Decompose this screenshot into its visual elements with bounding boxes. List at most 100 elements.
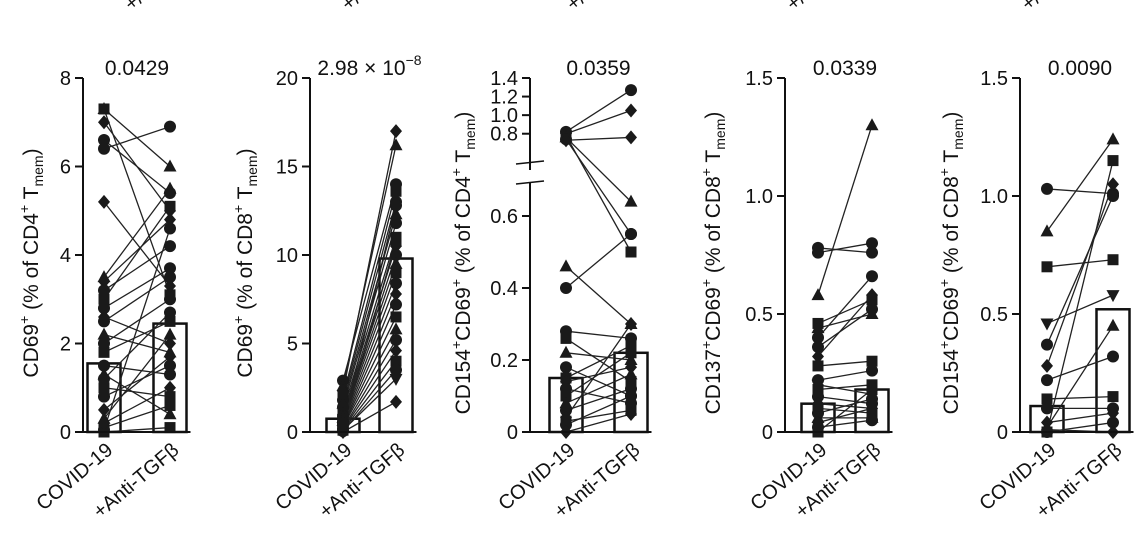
data-point-circle xyxy=(560,282,572,294)
data-point-circle xyxy=(866,237,878,250)
data-point-triangle-down xyxy=(1106,290,1120,303)
y-tick-label: 0 xyxy=(287,422,298,444)
data-point-circle xyxy=(390,199,402,212)
data-point-triangle xyxy=(624,367,638,380)
pair-line xyxy=(1046,355,1114,381)
y-tick-label: 1.0 xyxy=(745,186,773,208)
data-point-diamond xyxy=(164,336,176,351)
pair-line xyxy=(342,130,397,392)
data-point-diamond xyxy=(390,343,402,358)
pair-line xyxy=(342,401,397,433)
data-point-triangle xyxy=(559,396,573,409)
pair-line xyxy=(817,384,873,391)
y-tick-label: 0 xyxy=(507,422,518,444)
data-point-square xyxy=(390,267,402,279)
pair-line xyxy=(565,138,632,235)
y-tick-label: 10 xyxy=(276,245,298,267)
y-tick-label: 0 xyxy=(60,422,71,444)
data-point-circle xyxy=(164,262,176,275)
data-point-diamond xyxy=(164,349,176,364)
data-point-circle xyxy=(560,361,572,374)
data-point-circle xyxy=(390,249,402,261)
data-point-triangle xyxy=(624,353,638,365)
data-point-triangle xyxy=(811,321,825,334)
pair-line xyxy=(817,407,873,424)
data-point-diamond xyxy=(625,103,637,118)
pair-line xyxy=(103,228,171,430)
data-point-diamond xyxy=(98,194,110,209)
pair-line xyxy=(103,201,171,287)
data-point-square xyxy=(164,391,176,403)
chart-panel-4: 0 0.5 1.0 1.5 0.0339 CD137+CD69+ (% of CD8+ T… xyxy=(698,57,893,523)
y-tick-label: 2 xyxy=(60,334,71,356)
data-point-square xyxy=(1041,393,1053,405)
data-point-diamond xyxy=(98,274,110,289)
y-tick-label: 8 xyxy=(60,68,71,90)
pair-line xyxy=(565,352,632,397)
data-point-circle xyxy=(1041,374,1053,387)
top-clipped-label: +/ xyxy=(1017,0,1045,15)
top-clipped-label: +/ xyxy=(337,0,365,15)
data-point-square xyxy=(1107,155,1119,167)
data-point-square xyxy=(625,246,637,258)
data-point-circle xyxy=(866,392,878,405)
pair-line xyxy=(1046,259,1114,268)
pair-line xyxy=(817,360,873,367)
y-tick-label: 1.4 xyxy=(490,68,518,90)
data-point-triangle xyxy=(97,101,111,114)
data-point-diamond xyxy=(164,380,176,395)
pair-line xyxy=(565,89,632,133)
pair-line xyxy=(565,233,632,289)
axis-break-mark xyxy=(515,180,545,185)
y-tick-label: 1.0 xyxy=(980,186,1008,208)
pair-line xyxy=(565,265,632,325)
y-tick-label: 5 xyxy=(287,334,298,356)
pair-line xyxy=(817,247,873,254)
pair-line xyxy=(565,136,632,203)
top-clipped-label: +/ xyxy=(562,0,590,15)
pair-line xyxy=(342,369,397,432)
data-point-circle xyxy=(625,390,637,402)
data-point-square xyxy=(1107,254,1119,266)
data-point-circle xyxy=(98,142,110,155)
data-point-circle xyxy=(1041,402,1053,415)
pair-line xyxy=(103,365,171,398)
data-point-diamond xyxy=(866,401,878,416)
chart-panel-2: 0 5 10 15 20 2.98 × 10−8 CD69+ (% of CD8+ Tmem… xyxy=(230,52,422,523)
data-point-triangle xyxy=(163,407,177,420)
data-point-diamond xyxy=(1107,406,1119,421)
p-value: 2.98 × 10−8 xyxy=(317,52,421,80)
pair-line xyxy=(565,409,632,422)
pair-line xyxy=(565,352,632,361)
pair-line xyxy=(342,329,397,428)
axis-break-mark xyxy=(515,160,545,165)
pair-line xyxy=(103,219,171,283)
data-point-diamond xyxy=(625,130,637,145)
data-point-circle xyxy=(866,246,878,259)
data-point-square xyxy=(812,384,824,396)
p-value: 0.0429 xyxy=(105,57,169,80)
data-point-circle xyxy=(390,364,402,377)
pair-line xyxy=(103,356,171,411)
data-point-triangle xyxy=(389,256,403,269)
pair-line xyxy=(565,109,632,135)
pair-line xyxy=(342,316,397,427)
p-value: 0.0359 xyxy=(566,57,630,80)
data-point-diamond xyxy=(164,278,176,293)
data-point-triangle xyxy=(559,345,573,358)
data-point-square xyxy=(1107,391,1119,403)
pair-line xyxy=(565,345,632,379)
data-point-square xyxy=(98,382,110,394)
pair-line xyxy=(342,339,397,429)
y-tick-label: 0.6 xyxy=(490,206,518,228)
data-point-circle xyxy=(98,302,110,315)
data-point-square xyxy=(164,422,176,434)
data-point-circle xyxy=(1041,338,1053,351)
data-point-triangle-down xyxy=(389,373,403,386)
pair-line xyxy=(103,312,171,380)
y-tick-label: 0 xyxy=(997,422,1008,444)
pair-line xyxy=(1046,195,1114,345)
pair-line xyxy=(817,125,873,296)
data-point-square xyxy=(625,340,637,352)
